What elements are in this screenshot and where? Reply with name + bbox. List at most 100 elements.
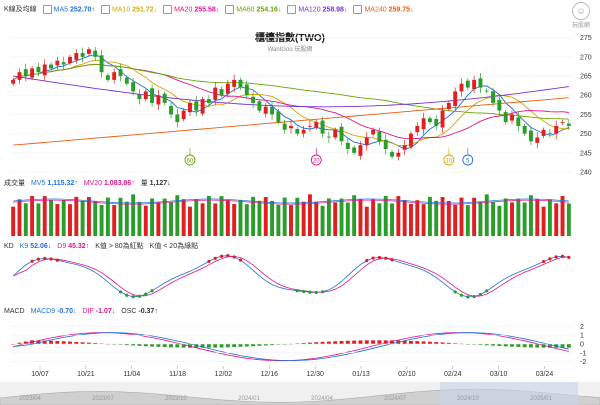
volume-bar[interactable] xyxy=(295,197,300,236)
price-legend-item[interactable]: MA60 254.16↓ xyxy=(225,4,281,14)
osc-bar[interactable] xyxy=(257,344,262,346)
osc-bar[interactable] xyxy=(301,343,306,344)
osc-bar[interactable] xyxy=(156,344,161,347)
price-legend-item[interactable]: MA240 259.75↓ xyxy=(353,4,414,14)
osc-bar[interactable] xyxy=(415,341,420,344)
volume-bar[interactable] xyxy=(364,206,369,236)
osc-bar[interactable] xyxy=(23,341,28,344)
osc-bar[interactable] xyxy=(213,344,218,348)
candle[interactable] xyxy=(459,83,464,92)
volume-bar[interactable] xyxy=(156,202,161,236)
osc-bar[interactable] xyxy=(150,344,155,347)
volume-bar[interactable] xyxy=(409,204,413,236)
osc-bar[interactable] xyxy=(352,340,357,344)
osc-bar[interactable] xyxy=(541,344,546,348)
volume-bar[interactable] xyxy=(307,194,312,236)
candle[interactable] xyxy=(263,106,268,114)
candle[interactable] xyxy=(339,126,344,142)
candle[interactable] xyxy=(86,49,91,54)
volume-bar[interactable] xyxy=(68,204,72,236)
candle[interactable] xyxy=(55,60,60,66)
candle[interactable] xyxy=(105,75,110,80)
volume-legend-item[interactable]: MV20 1,083.86↑ xyxy=(84,180,135,187)
candle[interactable] xyxy=(194,101,199,111)
candle[interactable] xyxy=(238,79,243,88)
osc-bar[interactable] xyxy=(453,343,458,344)
osc-bar[interactable] xyxy=(314,342,319,344)
volume-bar[interactable] xyxy=(131,194,136,236)
candle[interactable] xyxy=(510,114,514,121)
volume-bar[interactable] xyxy=(503,198,508,236)
candle[interactable] xyxy=(566,123,571,126)
volume-bar[interactable] xyxy=(175,195,180,236)
candle[interactable] xyxy=(446,102,451,110)
volume-bar[interactable] xyxy=(23,203,28,236)
osc-bar[interactable] xyxy=(42,340,47,344)
osc-bar[interactable] xyxy=(238,344,243,347)
candle[interactable] xyxy=(352,147,357,153)
candle[interactable] xyxy=(522,125,527,134)
candle[interactable] xyxy=(301,129,306,134)
volume-bar[interactable] xyxy=(484,194,489,236)
candle[interactable] xyxy=(491,91,496,103)
volume-bar[interactable] xyxy=(200,203,205,236)
osc-bar[interactable] xyxy=(276,344,281,345)
candle[interactable] xyxy=(225,83,230,94)
volume-bar[interactable] xyxy=(339,198,344,236)
volume-bar[interactable] xyxy=(55,204,60,236)
osc-bar[interactable] xyxy=(124,344,129,346)
volume-bar[interactable] xyxy=(516,198,521,236)
volume-bar[interactable] xyxy=(352,195,357,236)
volume-bar[interactable] xyxy=(206,195,211,236)
volume-bar[interactable] xyxy=(535,199,540,236)
candle[interactable] xyxy=(295,129,300,134)
candle[interactable] xyxy=(396,152,401,157)
volume-bar[interactable] xyxy=(263,196,268,236)
volume-bar[interactable] xyxy=(143,205,148,236)
candle[interactable] xyxy=(383,139,388,149)
candle[interactable] xyxy=(503,112,508,123)
osc-bar[interactable] xyxy=(137,344,142,346)
checkbox-icon[interactable] xyxy=(287,4,297,14)
volume-bar[interactable] xyxy=(472,197,477,236)
checkbox-icon[interactable] xyxy=(353,4,363,14)
candle[interactable] xyxy=(131,82,136,92)
osc-bar[interactable] xyxy=(358,340,363,344)
candle[interactable] xyxy=(137,94,142,100)
osc-bar[interactable] xyxy=(510,344,514,347)
candle[interactable] xyxy=(409,133,413,147)
candle[interactable] xyxy=(547,132,552,134)
candle[interactable] xyxy=(484,90,489,92)
volume-bar[interactable] xyxy=(93,200,98,236)
candle[interactable] xyxy=(175,114,180,123)
volume-bar[interactable] xyxy=(169,202,173,236)
volume-bar[interactable] xyxy=(371,199,376,236)
volume-bar[interactable] xyxy=(137,201,142,236)
osc-bar[interactable] xyxy=(200,344,205,348)
navigator-window[interactable] xyxy=(440,382,578,405)
candle[interactable] xyxy=(541,129,546,136)
volume-bar[interactable] xyxy=(270,200,275,236)
osc-bar[interactable] xyxy=(566,344,571,348)
candle[interactable] xyxy=(181,110,186,120)
volume-bar[interactable] xyxy=(345,202,350,236)
volume-bar[interactable] xyxy=(86,196,91,236)
candle[interactable] xyxy=(200,99,205,114)
osc-bar[interactable] xyxy=(232,344,237,348)
candle[interactable] xyxy=(232,79,237,87)
ma-marker[interactable] xyxy=(184,154,196,166)
price-legend-item[interactable]: K線及均線 xyxy=(4,4,37,14)
volume-bar[interactable] xyxy=(112,205,117,236)
volume-bar[interactable] xyxy=(124,201,129,236)
candle[interactable] xyxy=(36,66,41,73)
osc-bar[interactable] xyxy=(206,344,211,348)
candle[interactable] xyxy=(124,77,129,84)
osc-bar[interactable] xyxy=(333,341,338,344)
volume-bar[interactable] xyxy=(510,202,514,236)
osc-bar[interactable] xyxy=(93,343,98,344)
candle[interactable] xyxy=(244,84,249,96)
candle[interactable] xyxy=(118,69,123,77)
volume-bar[interactable] xyxy=(17,199,22,236)
volume-bar[interactable] xyxy=(453,204,458,236)
candle[interactable] xyxy=(11,79,16,84)
